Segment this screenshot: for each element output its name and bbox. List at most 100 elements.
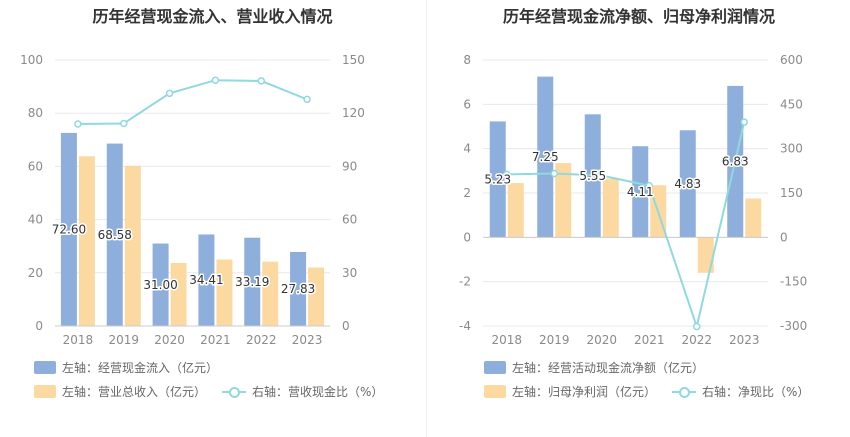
- bar-secondary: [124, 165, 141, 326]
- legend-item-net-cash[interactable]: 左轴：经营活动现金流净额（亿元）: [484, 359, 704, 376]
- y-right-tick-label: 0: [342, 319, 350, 333]
- x-tick-label: 2019: [108, 333, 139, 347]
- data-label: 27.83: [281, 282, 315, 296]
- ratio-point: [503, 170, 511, 179]
- bar-secondary: [555, 163, 572, 238]
- y-left-tick-label: 40: [28, 213, 43, 227]
- y-left-tick-label: 2: [463, 186, 471, 200]
- bar-primary: [290, 251, 307, 326]
- bar-primary: [60, 132, 77, 326]
- bar-secondary: [78, 156, 95, 326]
- ratio-point: [598, 171, 606, 180]
- legend-item-ratio[interactable]: 右轴：净现比（%）: [672, 383, 809, 400]
- y-right-tick-label: 150: [780, 186, 803, 200]
- chart-panel-net-cash: 历年经营现金流净额、归母净利润情况 -4 -2 0 2 4 6 8 -300 -150 0 150 3…: [428, 0, 850, 437]
- legend-label: 左轴：归母净利润（亿元）: [512, 385, 657, 399]
- legend-swatch: [484, 385, 506, 398]
- ratio-point: [740, 118, 748, 126]
- x-tick-label: 2018: [491, 333, 522, 347]
- legend-line-icon: [222, 385, 246, 398]
- legend-item-ratio[interactable]: 右轴：营收现金比（%）: [222, 383, 383, 400]
- data-label: 5.55: [579, 169, 606, 183]
- legend-label: 左轴：营业总收入（亿元）: [62, 385, 207, 399]
- data-label: 6.83: [722, 155, 749, 169]
- y-left-tick-label: 60: [28, 159, 43, 173]
- legend-line-icon: [672, 385, 696, 398]
- x-tick-label: 2022: [246, 333, 277, 347]
- bar-secondary: [308, 267, 325, 326]
- bar-secondary: [216, 259, 233, 326]
- y-right-tick-label: -150: [780, 275, 807, 289]
- chart-svg: -4 -2 0 2 4 6 8 -300 -150 0 150 300 450 600 2018 2019 20…: [459, 53, 807, 347]
- bar-primary: [537, 76, 554, 238]
- data-label: 4.83: [674, 177, 701, 191]
- y-right-tick-label: 600: [780, 53, 803, 67]
- x-tick-label: 2021: [634, 333, 665, 347]
- bar-secondary: [697, 237, 714, 273]
- ratio-point: [74, 120, 82, 128]
- bar-primary: [632, 146, 649, 238]
- y-left-tick-label: 6: [463, 97, 471, 111]
- ratio-point: [165, 89, 174, 98]
- data-label: 7.25: [532, 150, 559, 164]
- legend-item-cash-inflow[interactable]: 左轴：经营现金流入（亿元）: [34, 359, 218, 376]
- x-tick-label: 2023: [729, 333, 760, 347]
- y-left-tick-label: 100: [20, 53, 43, 67]
- data-label: 34.41: [189, 273, 223, 287]
- legend-swatch: [34, 385, 56, 398]
- data-label: 5.23: [484, 172, 511, 186]
- x-tick-label: 2020: [154, 333, 185, 347]
- ratio-point: [211, 76, 220, 84]
- y-right-tick-label: 60: [342, 213, 357, 227]
- ratio-point: [257, 77, 265, 85]
- bar-primary: [679, 130, 696, 238]
- ratio-line: [77, 79, 308, 126]
- x-tick-label: 2023: [292, 333, 323, 347]
- bar-primary: [244, 237, 261, 326]
- bar-secondary: [507, 183, 524, 238]
- bar-secondary: [602, 178, 619, 238]
- y-right-tick-label: 0: [780, 230, 788, 244]
- data-label: 31.00: [143, 278, 177, 292]
- legend-label: 右轴：净现比（%）: [702, 385, 810, 399]
- ratio-point: [645, 181, 653, 190]
- y-left-tick-label: -4: [459, 319, 471, 333]
- y-left-tick-label: 20: [28, 266, 43, 280]
- chart-panel-cash-inflow: 历年经营现金流入、营业收入情况 0 20 40 60 80 100 0 30 60 90 120 15…: [20, 7, 383, 400]
- bar-primary: [152, 243, 169, 326]
- legend-swatch: [484, 361, 506, 374]
- y-right-tick-label: 30: [342, 266, 357, 280]
- bar-secondary: [745, 198, 762, 238]
- legend-label: 左轴：经营活动现金流净额（亿元）: [512, 361, 705, 375]
- y-left-tick-label: 4: [463, 142, 471, 156]
- x-tick-label: 2021: [200, 333, 231, 347]
- legend-label: 左轴：经营现金流入（亿元）: [62, 361, 219, 375]
- x-tick-label: 2018: [63, 333, 94, 347]
- ratio-line: [506, 121, 746, 331]
- bar-primary: [489, 121, 506, 238]
- bar-secondary: [170, 262, 187, 326]
- y-left-tick-label: 80: [28, 106, 43, 120]
- x-tick-label: 2022: [681, 333, 712, 347]
- data-label: 68.58: [98, 228, 132, 242]
- bar-primary: [198, 234, 215, 326]
- bar-secondary: [262, 261, 279, 326]
- y-right-tick-label: 120: [342, 106, 365, 120]
- bar-primary: [106, 143, 123, 326]
- ratio-point: [120, 119, 128, 128]
- y-left-tick-label: 0: [35, 319, 43, 333]
- y-right-tick-label: 150: [342, 53, 365, 67]
- panel-divider: [426, 0, 427, 437]
- legend-label: 右轴：营收现金比（%）: [252, 385, 384, 399]
- ratio-point: [693, 322, 701, 331]
- chart-title: 历年经营现金流净额、归母净利润情况: [502, 7, 775, 26]
- y-right-tick-label: 90: [342, 159, 357, 173]
- data-label: 33.19: [235, 275, 269, 289]
- y-right-tick-label: 300: [780, 142, 803, 156]
- chart-title: 历年经营现金流入、营业收入情况: [92, 7, 333, 26]
- legend-item-net-profit[interactable]: 左轴：归母净利润（亿元）: [484, 383, 656, 400]
- legend-item-revenue[interactable]: 左轴：营业总收入（亿元）: [34, 383, 206, 400]
- y-right-tick-label: -300: [780, 319, 807, 333]
- chart-svg: 0 20 40 60 80 100 0 30 60 90 120 150 2018 2019 2020 202…: [20, 53, 365, 347]
- legend-swatch: [34, 361, 56, 374]
